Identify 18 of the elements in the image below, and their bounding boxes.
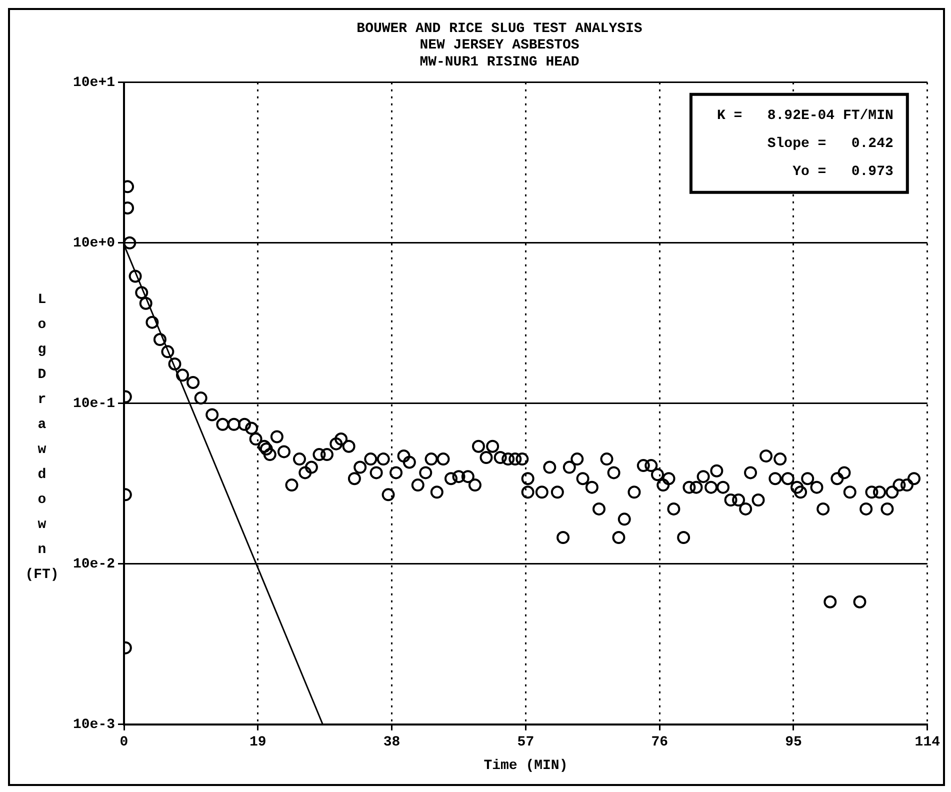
y-tick-label: 10e-3 [72, 716, 116, 733]
y-tick-label: 10e-1 [72, 396, 116, 412]
x-tick-label: 95 [785, 734, 802, 750]
x-tick-label: 0 [120, 734, 128, 750]
annotation: K = 8.92E-04 FT/MIN [716, 108, 894, 124]
chart-title: BOUWER AND RICE SLUG TEST ANALYSIS NEW JERSEY ASBESTOS MW-NUR1 RISING HEAD [356, 20, 642, 71]
y-tick-label: 10e+1 [72, 74, 116, 91]
x-tick-label: 57 [517, 734, 534, 750]
text: Log Drawdown (FT) [25, 292, 59, 583]
x-tick-label: 19 [250, 734, 266, 750]
annotation: Yo = 0.973 [792, 164, 894, 180]
x-tick-label: 38 [383, 734, 400, 750]
y-tick-label: 10e+0 [72, 235, 116, 252]
annotation: Slope = 0.242 [767, 136, 894, 152]
y-tick-label: 10e-2 [72, 556, 116, 572]
x-tick-label: 76 [651, 734, 668, 750]
x-tick-label: 114 [914, 734, 940, 750]
x-axis-title: Time (MIN) [484, 758, 568, 774]
